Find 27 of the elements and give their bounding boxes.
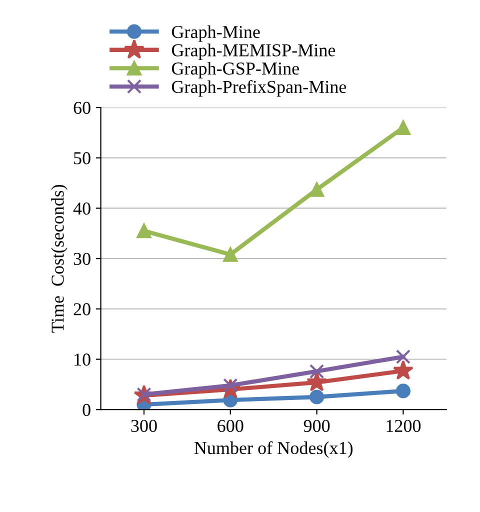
point bbox=[396, 120, 410, 135]
legend-label: Graph-PrefixSpan-Mine bbox=[172, 80, 346, 97]
point bbox=[310, 364, 324, 379]
y-tick-label: 30 bbox=[74, 252, 90, 265]
x-tick-label: 600 bbox=[218, 420, 244, 432]
x-tick-label: 300 bbox=[131, 420, 157, 432]
point bbox=[396, 349, 410, 364]
x-axis-title: Number of Nodes(x1) bbox=[194, 441, 353, 458]
y-tick-label: 60 bbox=[74, 102, 90, 114]
y-tick-label: 50 bbox=[74, 152, 90, 164]
legend-label: Graph-GSP-Mine bbox=[172, 62, 299, 78]
y-tick-label: 0 bbox=[82, 404, 90, 416]
x-tick-label: 1200 bbox=[386, 420, 421, 432]
point bbox=[306, 372, 328, 392]
point bbox=[310, 390, 324, 404]
point bbox=[223, 247, 238, 262]
point bbox=[392, 360, 414, 380]
point bbox=[310, 182, 324, 197]
point bbox=[136, 224, 152, 238]
y-tick-label: 40 bbox=[73, 202, 90, 215]
legend-label: Graph-Mine bbox=[172, 25, 260, 42]
y-axis-title: Time Cost(seconds) bbox=[51, 184, 68, 333]
y-tick-label: 10 bbox=[74, 354, 90, 366]
point bbox=[396, 384, 410, 398]
legend-label: Graph-MEMISP-Mine bbox=[172, 44, 336, 60]
x-tick-label: 900 bbox=[304, 420, 330, 432]
y-tick-label: 20 bbox=[74, 303, 90, 316]
